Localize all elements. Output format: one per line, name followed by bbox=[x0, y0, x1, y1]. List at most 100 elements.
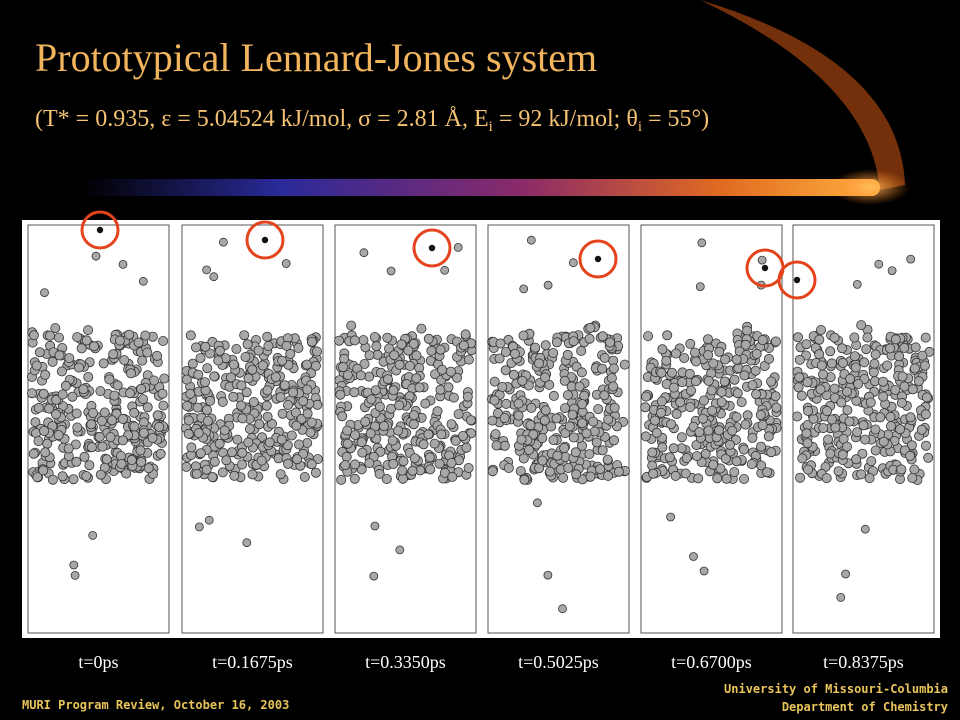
atom bbox=[126, 368, 137, 379]
subscript: i bbox=[637, 119, 642, 135]
atom bbox=[124, 329, 135, 340]
atom bbox=[666, 512, 675, 522]
atom bbox=[236, 459, 247, 470]
atom bbox=[181, 374, 192, 385]
atom bbox=[668, 443, 679, 454]
atom bbox=[382, 332, 393, 343]
atom bbox=[121, 468, 132, 479]
projectile bbox=[761, 264, 769, 272]
atom bbox=[337, 411, 348, 422]
atom bbox=[71, 456, 82, 467]
atom bbox=[865, 397, 876, 408]
atom bbox=[519, 474, 530, 485]
atom bbox=[142, 347, 153, 358]
atom bbox=[365, 428, 376, 439]
atom bbox=[906, 254, 916, 264]
atom bbox=[152, 410, 163, 421]
atom bbox=[597, 445, 608, 456]
atom bbox=[757, 420, 768, 431]
atom bbox=[183, 415, 194, 426]
atom bbox=[426, 345, 437, 356]
atom bbox=[152, 350, 163, 361]
atom bbox=[137, 355, 148, 366]
atom bbox=[84, 460, 95, 471]
atom bbox=[577, 418, 588, 429]
atom bbox=[694, 427, 705, 438]
atom bbox=[409, 453, 420, 464]
atom bbox=[853, 378, 864, 389]
atom bbox=[181, 461, 192, 472]
atom bbox=[837, 449, 848, 460]
atom bbox=[239, 330, 250, 341]
atom bbox=[540, 405, 551, 416]
atom bbox=[28, 330, 39, 341]
atom bbox=[703, 375, 714, 386]
atom bbox=[866, 456, 877, 467]
atom bbox=[133, 337, 144, 348]
atom bbox=[403, 345, 414, 356]
atom bbox=[261, 400, 272, 411]
atom bbox=[736, 397, 747, 408]
atom bbox=[306, 336, 317, 347]
atom bbox=[657, 344, 668, 355]
atom bbox=[253, 345, 264, 356]
atom bbox=[312, 399, 323, 410]
atom bbox=[595, 464, 606, 475]
atom bbox=[499, 413, 510, 424]
atom bbox=[221, 455, 232, 466]
atom bbox=[446, 419, 457, 430]
atom bbox=[243, 373, 254, 384]
atom bbox=[640, 431, 651, 442]
atom bbox=[366, 394, 377, 405]
atom bbox=[310, 360, 321, 371]
atom bbox=[619, 359, 630, 370]
atom bbox=[858, 420, 869, 431]
atom bbox=[213, 355, 224, 366]
atom bbox=[306, 459, 317, 470]
atom bbox=[45, 330, 56, 341]
atom bbox=[388, 385, 399, 396]
atom bbox=[384, 343, 395, 354]
atom bbox=[513, 398, 524, 409]
atom bbox=[40, 288, 49, 298]
atom bbox=[685, 402, 696, 413]
atom bbox=[905, 412, 916, 423]
frame: t=0.6700ps bbox=[640, 224, 783, 672]
atom bbox=[543, 570, 553, 580]
atom bbox=[852, 279, 862, 289]
atom bbox=[849, 351, 860, 362]
atom bbox=[263, 340, 274, 351]
atom bbox=[668, 382, 679, 393]
atom bbox=[285, 348, 296, 359]
atom bbox=[107, 415, 118, 426]
atom bbox=[537, 455, 548, 466]
atom bbox=[599, 352, 610, 363]
atom bbox=[38, 465, 49, 476]
atom bbox=[262, 385, 273, 396]
atom bbox=[650, 415, 661, 426]
atom bbox=[751, 389, 762, 400]
atom bbox=[423, 333, 434, 344]
atom bbox=[897, 371, 908, 382]
atom bbox=[53, 430, 64, 441]
atom bbox=[67, 391, 78, 402]
atom bbox=[432, 406, 443, 417]
atom bbox=[606, 373, 617, 384]
atom bbox=[394, 359, 405, 370]
atom bbox=[187, 358, 198, 369]
atom bbox=[54, 332, 65, 343]
atom bbox=[597, 363, 608, 374]
atom bbox=[762, 467, 773, 478]
atom bbox=[418, 439, 429, 450]
frame-label: t=0.6700ps bbox=[671, 652, 752, 672]
atom bbox=[57, 389, 68, 400]
atom bbox=[95, 469, 106, 480]
atom bbox=[671, 348, 682, 359]
atom bbox=[712, 473, 723, 484]
atom bbox=[32, 472, 43, 483]
atom bbox=[577, 399, 588, 410]
atom bbox=[551, 337, 562, 348]
atom bbox=[443, 382, 454, 393]
atom bbox=[487, 466, 498, 477]
simulation-panel bbox=[22, 220, 940, 638]
